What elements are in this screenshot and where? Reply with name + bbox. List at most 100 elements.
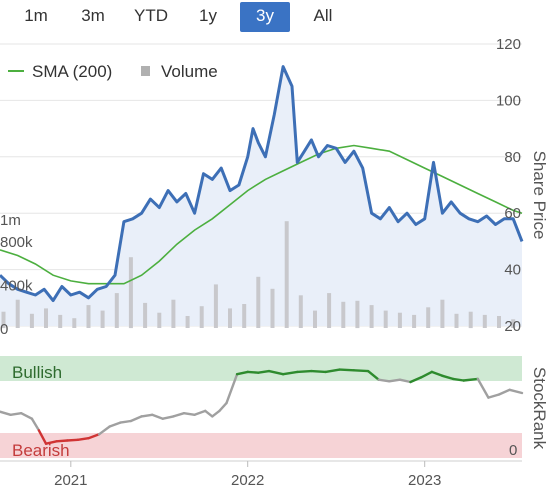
stockrank-segment bbox=[451, 377, 465, 382]
stockrank-segment bbox=[235, 370, 249, 376]
stockrank-segment bbox=[366, 369, 380, 381]
price-area-fill bbox=[0, 66, 522, 326]
volume-bar bbox=[15, 299, 20, 328]
stockrank-segment bbox=[338, 368, 356, 372]
stockrank-segment bbox=[87, 433, 101, 440]
stockrank-segment bbox=[55, 439, 69, 443]
sma-200-line bbox=[0, 144, 523, 285]
volume-bar bbox=[199, 306, 204, 328]
price-tick-label: 100 bbox=[496, 92, 521, 109]
volume-bar bbox=[454, 313, 459, 328]
volume-bar bbox=[143, 302, 148, 328]
price-tick-label: 80 bbox=[504, 149, 521, 166]
volume-bar bbox=[128, 257, 133, 329]
volume-bar bbox=[114, 293, 119, 328]
range-selector: 1m 3m YTD 1y 3y All bbox=[0, 0, 556, 36]
stockrank-segment bbox=[204, 409, 214, 418]
stockrank-axis-title: StockRank bbox=[530, 367, 549, 450]
bearish-band bbox=[0, 433, 522, 458]
price-y-axis: 20 40 60 80 100 120 bbox=[496, 36, 521, 335]
stockrank-segment bbox=[97, 425, 111, 436]
volume-bar bbox=[383, 310, 388, 328]
stockrank-segment bbox=[193, 409, 207, 416]
price-tick-label: 40 bbox=[504, 262, 521, 279]
volume-axis: 0 400k 800k 1m bbox=[0, 212, 33, 338]
share-price-line bbox=[0, 65, 524, 303]
stockrank-segment bbox=[108, 421, 122, 428]
stockrank-segment bbox=[37, 429, 48, 445]
stockrank-segment bbox=[352, 369, 370, 373]
volume-bar bbox=[497, 316, 501, 328]
volume-tick-label: 1m bbox=[0, 212, 21, 229]
volume-bar bbox=[397, 312, 402, 328]
stockrank-segment bbox=[398, 378, 412, 384]
volume-bar bbox=[44, 308, 48, 328]
bullish-label: Bullish bbox=[12, 363, 62, 382]
price-tick-label: 20 bbox=[504, 318, 521, 335]
volume-bar bbox=[511, 319, 516, 328]
volume-bar bbox=[412, 314, 417, 328]
range-button-3y[interactable]: 3y bbox=[240, 2, 290, 32]
stockrank-segment bbox=[487, 393, 501, 399]
volume-bar bbox=[369, 305, 374, 328]
stockrank-segment bbox=[65, 438, 80, 442]
legend: SMA (200) Volume bbox=[8, 62, 218, 81]
stockrank-segment bbox=[508, 388, 524, 395]
range-button-all[interactable]: All bbox=[313, 6, 333, 25]
volume-bar bbox=[1, 311, 6, 329]
stockrank-segment bbox=[430, 370, 444, 377]
stockrank-segment bbox=[218, 401, 228, 413]
volume-bar bbox=[100, 310, 105, 328]
stockrank-segment bbox=[388, 378, 402, 383]
stockrank-segment bbox=[419, 370, 433, 379]
range-button-ytd[interactable]: YTD bbox=[134, 6, 168, 25]
x-tick-label: 2021 bbox=[54, 472, 87, 489]
legend-sma-label: SMA (200) bbox=[32, 62, 112, 81]
legend-volume-swatch bbox=[141, 66, 150, 76]
stockrank-segment bbox=[0, 410, 12, 416]
volume-bar bbox=[86, 305, 91, 328]
volume-bar bbox=[355, 300, 360, 329]
volume-tick-label: 0 bbox=[0, 321, 8, 338]
volume-bar bbox=[29, 313, 34, 328]
stockrank-segment bbox=[225, 373, 239, 405]
bearish-label: Bearish bbox=[12, 441, 70, 460]
volume-bar bbox=[228, 308, 232, 328]
stockrank-segment bbox=[497, 388, 511, 396]
stockrank-segment bbox=[161, 415, 175, 420]
range-button-1y[interactable]: 1y bbox=[199, 6, 217, 25]
stockrank-segment bbox=[30, 417, 41, 432]
volume-bar bbox=[157, 312, 162, 328]
volume-bar bbox=[256, 276, 261, 328]
stockrank-segment bbox=[150, 413, 165, 420]
stockrank-segment bbox=[172, 412, 186, 418]
volume-bar bbox=[298, 295, 303, 328]
stockrank-segment bbox=[140, 413, 154, 418]
volume-bar bbox=[482, 314, 487, 328]
volume-bar bbox=[284, 221, 289, 328]
range-button-1m[interactable]: 1m bbox=[24, 6, 48, 25]
volume-bar bbox=[341, 301, 346, 328]
volume-bar bbox=[440, 299, 445, 328]
volume-tick-label: 400k bbox=[0, 277, 33, 294]
stockrank-segment bbox=[246, 370, 260, 374]
stockrank-segment bbox=[409, 376, 423, 384]
x-tick-label: 2023 bbox=[408, 472, 441, 489]
volume-bar bbox=[72, 318, 77, 328]
volume-bar bbox=[270, 288, 275, 328]
stockrank-zero-tick: 0 bbox=[509, 442, 517, 459]
stockrank-segment bbox=[44, 440, 58, 445]
stockrank-segment bbox=[119, 419, 133, 424]
stockrank-segment bbox=[441, 374, 455, 381]
stockrank-segment bbox=[9, 412, 23, 416]
volume-bar bbox=[213, 284, 218, 328]
stockrank-segment bbox=[267, 369, 285, 376]
x-tick-label: 2022 bbox=[231, 472, 264, 489]
volume-tick-label: 800k bbox=[0, 234, 33, 251]
volume-bar bbox=[171, 299, 176, 328]
range-button-3m[interactable]: 3m bbox=[81, 6, 105, 25]
stockrank-segment bbox=[281, 370, 299, 376]
stockrank-segment bbox=[324, 368, 341, 374]
price-axis-title: Share Price bbox=[530, 151, 549, 240]
price-tick-label: 60 bbox=[504, 205, 521, 222]
